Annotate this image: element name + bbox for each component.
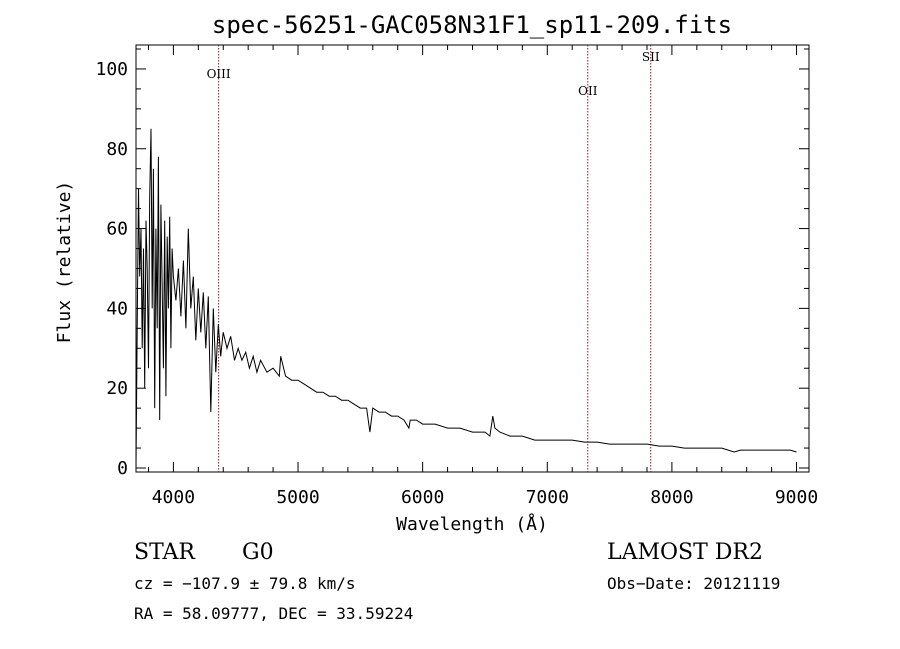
- plot-frame: [135, 44, 810, 473]
- y-tick-label: 0: [117, 458, 128, 479]
- x-axis-label: Wavelength (Å): [396, 513, 548, 535]
- y-tick-label: 20: [106, 378, 128, 399]
- redshift-velocity: cz = −107.9 ± 79.8 km/s: [134, 574, 356, 593]
- spectrum-line: [135, 128, 797, 469]
- y-tick-label: 60: [106, 219, 128, 240]
- y-tick-label: 80: [106, 139, 128, 160]
- x-tick-label: 7000: [526, 487, 569, 508]
- object-subclass: G0: [242, 540, 274, 565]
- emission-line-label: OII: [578, 84, 598, 98]
- x-tick-label: 4000: [152, 487, 195, 508]
- y-axis-label: Flux (relative): [54, 181, 75, 344]
- x-tick-label: 8000: [650, 487, 693, 508]
- observation-date: Obs−Date: 20121119: [607, 574, 781, 593]
- chart-title: spec-56251-GAC058N31F1_sp11-209.fits: [212, 11, 732, 39]
- y-tick-label: 100: [95, 59, 128, 80]
- emission-line-label: OIII: [207, 67, 231, 81]
- emission-lines: OIII OII SII: [207, 45, 660, 472]
- y-tick-label: 40: [106, 298, 128, 319]
- chart-axes: 4000 5000 6000 7000 8000 9000 0 20 40 60 80 100: [95, 44, 818, 508]
- object-class: STAR: [134, 540, 195, 565]
- x-tick-label: 6000: [401, 487, 444, 508]
- emission-line-label: SII: [642, 50, 660, 64]
- x-tick-label: 5000: [276, 487, 319, 508]
- survey-name: LAMOST DR2: [607, 540, 763, 565]
- sky-coordinates: RA = 58.09777, DEC = 33.59224: [134, 604, 414, 623]
- spectrum-series: [135, 128, 797, 469]
- x-tick-label: 9000: [775, 487, 818, 508]
- spectrum-chart: spec-56251-GAC058N31F1_sp11-209.fits 400…: [54, 11, 818, 535]
